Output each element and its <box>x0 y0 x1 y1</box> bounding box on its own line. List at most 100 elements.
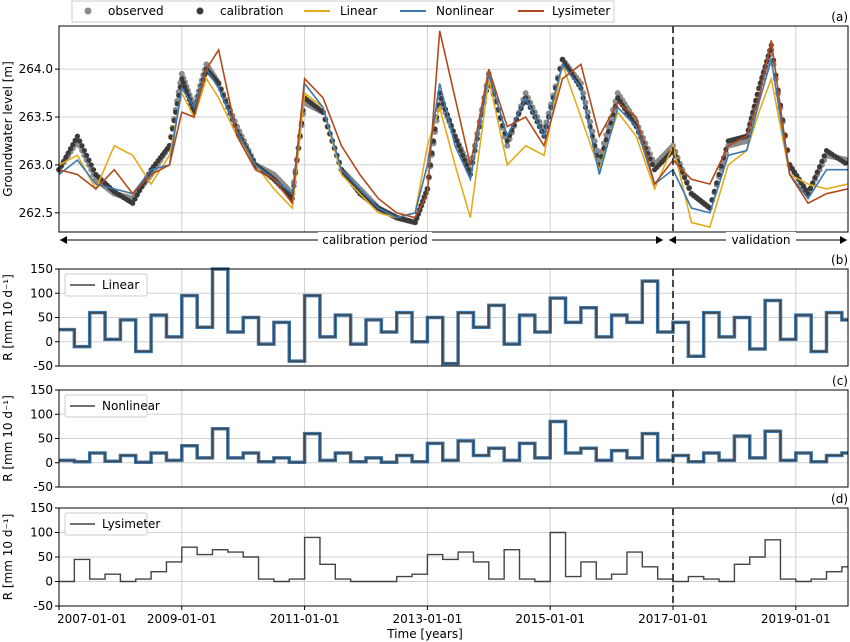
series-recharge-dots <box>59 419 848 465</box>
legend-label-linear: Linear <box>340 4 377 18</box>
point-calibration <box>77 138 83 144</box>
legend-label-recharge: Nonlinear <box>102 399 160 413</box>
point-calibration <box>812 174 818 181</box>
legend-frame <box>64 512 148 536</box>
point-calibration <box>458 147 464 154</box>
point-calibration <box>454 138 460 144</box>
x-tick-label: 2009-01-01 <box>147 612 217 626</box>
series-nonlinear <box>58 59 848 219</box>
y-tick-label: -50 <box>33 480 53 494</box>
y-tick-label: 262.5 <box>19 206 53 220</box>
point-calibration <box>84 152 90 158</box>
point-calibration <box>814 169 820 175</box>
y-tick-label: -50 <box>33 599 53 613</box>
series-recharge-line <box>59 531 848 583</box>
x-axis: 2007-01-01 2009-01-01 2011-01-01 2013-01-01… <box>57 606 831 626</box>
series-linear <box>58 61 849 229</box>
series-recharge-dots <box>59 267 848 366</box>
point-calibration <box>63 154 69 160</box>
legend-top: observed calibration Linear Nonlinear Ly… <box>71 0 615 23</box>
panel-recharge-nonlinear: -50 0 50 100 150 (c) R [mm 10 d⁻¹] Nonlinear <box>1 374 849 494</box>
point-observed <box>594 147 601 154</box>
y-tick-label: 0 <box>45 335 53 349</box>
point-calibration <box>86 157 92 163</box>
panel-tag: (a) <box>831 10 848 24</box>
x-tick-label: 2019-01-01 <box>761 612 831 626</box>
point-calibration <box>182 84 188 90</box>
validation-arrow-head-right <box>840 236 847 244</box>
y-tick-label: 150 <box>30 501 53 515</box>
series-lysimeter <box>58 30 849 219</box>
legend-label-observed: observed <box>108 4 164 18</box>
y-tick-label: 0 <box>45 456 53 470</box>
legend-label-lysimeter: Lysimeter <box>552 4 610 18</box>
point-calibration <box>842 160 848 166</box>
y-tick-label: 150 <box>30 383 53 397</box>
point-calibration <box>130 200 136 206</box>
point-calibration <box>412 219 418 226</box>
calibration-period-label: calibration period <box>322 233 428 247</box>
validation-arrow-head-left <box>669 236 676 244</box>
y-axis-title: R [mm 10 d⁻¹] <box>1 514 15 601</box>
point-calibration <box>88 162 94 168</box>
point-calibration <box>90 167 97 173</box>
legend-marker-calibration <box>196 7 204 15</box>
point-calibration <box>67 146 74 152</box>
legend-marker-observed <box>84 7 92 15</box>
point-calibration <box>603 137 609 143</box>
panel-groundwater: 262.5 263.0 263.5 264.0 (a) Groundwater level… <box>1 10 849 233</box>
point-calibration <box>714 180 720 186</box>
validation-period-label: validation <box>731 233 790 247</box>
series-recharge-line <box>59 420 848 463</box>
y-tick-label: 100 <box>30 526 53 540</box>
legend-label-calibration: calibration <box>220 4 284 18</box>
point-calibration <box>179 76 185 82</box>
y-tick-label: 100 <box>30 286 53 300</box>
panel-tag: (c) <box>832 374 848 388</box>
point-calibration <box>608 120 614 126</box>
x-tick-label: 2011-01-01 <box>270 612 340 626</box>
calibration-arrow-head-right <box>656 236 663 244</box>
point-calibration <box>716 171 722 178</box>
point-observed <box>504 142 511 149</box>
y-tick-label: 263.0 <box>19 158 53 172</box>
x-tick-label: 2017-01-01 <box>638 612 708 626</box>
point-calibration <box>70 141 76 148</box>
point-calibration <box>136 188 143 194</box>
x-tick-label: 2013-01-01 <box>393 612 463 626</box>
y-axis-title: R [mm 10 d⁻¹] <box>1 274 15 361</box>
x-tick-label: 2007-01-01 <box>57 612 127 626</box>
point-calibration <box>821 153 827 159</box>
legend-label-recharge: Linear <box>102 278 139 292</box>
period-annotation: calibration period validation <box>60 232 847 248</box>
legend-frame <box>64 394 148 418</box>
panel-frame <box>58 507 849 607</box>
point-calibration <box>79 143 85 149</box>
y-tick-label: 50 <box>38 311 53 325</box>
y-tick-label: 50 <box>38 550 53 564</box>
legend-frame <box>71 0 615 23</box>
point-calibration <box>819 158 825 164</box>
point-calibration <box>72 137 78 143</box>
point-calibration <box>460 152 466 158</box>
point-calibration <box>74 133 81 139</box>
panel-tag: (d) <box>831 492 848 506</box>
y-tick-label: 264.0 <box>19 62 53 76</box>
y-tick-label: 0 <box>45 575 53 589</box>
point-calibration <box>605 128 612 134</box>
point-calibration <box>718 163 724 169</box>
point-calibration <box>649 161 655 167</box>
panel-tag: (b) <box>831 253 848 267</box>
y-tick-label: 100 <box>30 407 53 421</box>
panel-frame <box>58 268 849 367</box>
point-calibration <box>807 185 813 191</box>
point-calibration <box>134 192 140 198</box>
y-axis-title: Groundwater level [m] <box>1 61 15 197</box>
panel-recharge-linear: -50 0 50 100 150 (b) R [mm 10 d⁻¹] Linear <box>1 253 849 373</box>
point-calibration <box>684 180 690 186</box>
y-axis-title: R [mm 10 d⁻¹] <box>1 395 15 482</box>
x-tick-label: 2015-01-01 <box>515 612 585 626</box>
point-calibration <box>132 196 138 202</box>
point-calibration <box>462 157 468 163</box>
